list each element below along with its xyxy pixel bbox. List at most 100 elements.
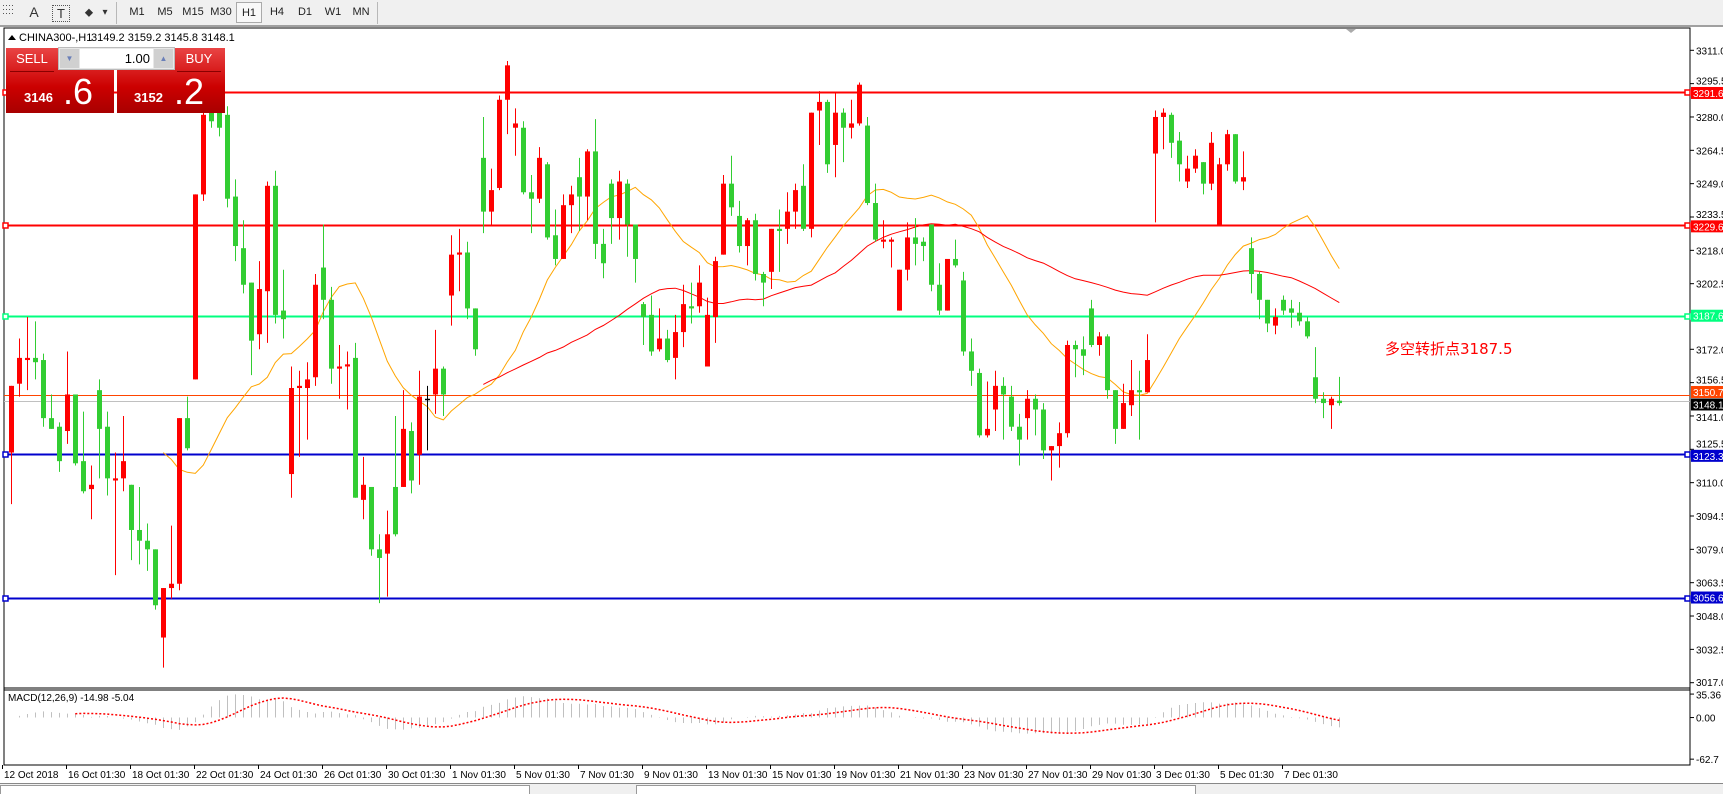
timeframe-mn[interactable]: MN bbox=[352, 6, 370, 18]
candle bbox=[641, 301, 646, 345]
candle bbox=[89, 465, 94, 520]
timeframe-h4[interactable]: H4 bbox=[269, 6, 285, 18]
x-tick-label: 24 Oct 01:30 bbox=[260, 770, 318, 781]
candle bbox=[1113, 390, 1118, 444]
candle bbox=[161, 588, 166, 668]
candle-body bbox=[913, 237, 918, 244]
candle bbox=[841, 108, 846, 163]
candle bbox=[489, 168, 494, 225]
candle bbox=[353, 342, 358, 498]
y-tick-label: 3311.0 bbox=[1696, 46, 1723, 57]
candle bbox=[865, 116, 870, 206]
macd-y-tick-label: 0.00 bbox=[1696, 714, 1716, 725]
x-tick-label: 23 Nov 01:30 bbox=[964, 770, 1024, 781]
candle-body bbox=[881, 239, 886, 242]
chart-tab[interactable] bbox=[0, 785, 530, 794]
candle bbox=[977, 368, 982, 438]
candle-body bbox=[649, 314, 654, 352]
candle bbox=[633, 224, 638, 283]
lot-increase-button[interactable]: ▲ bbox=[154, 49, 173, 68]
candle bbox=[873, 183, 878, 242]
text-label-icon[interactable]: T bbox=[52, 5, 70, 22]
timeframe-m5[interactable]: M5 bbox=[157, 6, 173, 18]
hline-handle[interactable] bbox=[1684, 89, 1691, 96]
candle bbox=[737, 200, 742, 253]
candle bbox=[193, 194, 198, 380]
candle-body bbox=[465, 252, 470, 309]
macd-label: MACD(12,26,9) -14.98 -5.04 bbox=[8, 693, 135, 704]
x-tick-label: 30 Oct 01:30 bbox=[388, 770, 446, 781]
lot-decrease-button[interactable]: ▼ bbox=[60, 49, 79, 68]
hline-handle[interactable] bbox=[1684, 222, 1691, 229]
x-tick-label: 5 Dec 01:30 bbox=[1220, 770, 1274, 781]
candle bbox=[553, 209, 558, 266]
timeframe-w1[interactable]: W1 bbox=[324, 6, 342, 18]
annotation-text[interactable]: 多空转折点3187.5 bbox=[1385, 340, 1513, 358]
lot-size-input[interactable]: 1.00 bbox=[80, 49, 153, 68]
candle-body bbox=[1313, 377, 1318, 399]
candle bbox=[345, 351, 350, 410]
hline-handle[interactable] bbox=[1684, 451, 1691, 458]
candle-body bbox=[1161, 112, 1166, 117]
candle-body bbox=[961, 280, 966, 352]
price-label: 3123.3 bbox=[1693, 452, 1723, 463]
candle-body bbox=[745, 220, 750, 247]
hline-handle[interactable] bbox=[2, 595, 9, 602]
chart-tab[interactable] bbox=[636, 785, 1196, 794]
chart-shift-marker-icon[interactable] bbox=[1346, 29, 1356, 33]
candle-body bbox=[25, 357, 30, 361]
timeframe-m30[interactable]: M30 bbox=[210, 6, 232, 18]
hline-handle[interactable] bbox=[1684, 313, 1691, 320]
candle bbox=[393, 415, 398, 537]
hline-handle[interactable] bbox=[2, 222, 9, 229]
grid-icon[interactable] bbox=[2, 3, 18, 22]
candle bbox=[105, 411, 110, 496]
timeframe-d1[interactable]: D1 bbox=[297, 6, 313, 18]
hline-handle[interactable] bbox=[1684, 595, 1691, 602]
candle-body bbox=[329, 299, 334, 369]
candle-body bbox=[985, 428, 990, 436]
candle bbox=[41, 353, 46, 427]
candle-body bbox=[1193, 155, 1198, 169]
candle bbox=[1041, 403, 1046, 459]
candle-body bbox=[409, 431, 414, 481]
price-label: 3150.7 bbox=[1693, 388, 1723, 399]
candle-body bbox=[1121, 403, 1126, 429]
candle-body bbox=[673, 332, 678, 358]
candle bbox=[57, 422, 62, 472]
collapse-triangle-icon[interactable] bbox=[8, 35, 16, 40]
candle-body bbox=[113, 478, 118, 481]
candle bbox=[33, 321, 38, 380]
hline-handle[interactable] bbox=[2, 313, 9, 320]
timeframe-m15[interactable]: M15 bbox=[182, 6, 204, 18]
candle bbox=[1049, 446, 1054, 481]
candle-body bbox=[801, 185, 806, 229]
candle-body bbox=[889, 239, 894, 242]
candle bbox=[545, 162, 550, 240]
candle-body bbox=[265, 185, 270, 292]
candle-body bbox=[753, 220, 758, 275]
dropdown-arrow-icon[interactable]: ▾ bbox=[102, 7, 108, 18]
candle bbox=[1105, 334, 1110, 399]
candle-body bbox=[505, 65, 510, 100]
candle-body bbox=[273, 185, 278, 315]
candle bbox=[793, 183, 798, 229]
timeframe-m1[interactable]: M1 bbox=[129, 6, 145, 18]
moving-averages bbox=[162, 186, 1340, 474]
y-tick-label: 3249.0 bbox=[1696, 180, 1723, 191]
candle bbox=[905, 222, 910, 281]
candle bbox=[593, 119, 598, 259]
y-tick-label: 3017.0 bbox=[1696, 678, 1723, 689]
text-icon[interactable]: A bbox=[29, 4, 39, 20]
candle-body bbox=[89, 484, 94, 490]
candle-body bbox=[233, 196, 238, 247]
candle-body bbox=[1137, 390, 1142, 393]
candle-body bbox=[697, 282, 702, 307]
timeframe-h1[interactable]: H1 bbox=[236, 2, 262, 23]
shapes-icon[interactable]: ⬥ bbox=[84, 5, 94, 19]
y-tick-label: 3280.0 bbox=[1696, 113, 1723, 124]
candle bbox=[585, 149, 590, 221]
candle bbox=[1145, 334, 1150, 393]
hline-handle[interactable] bbox=[2, 451, 9, 458]
